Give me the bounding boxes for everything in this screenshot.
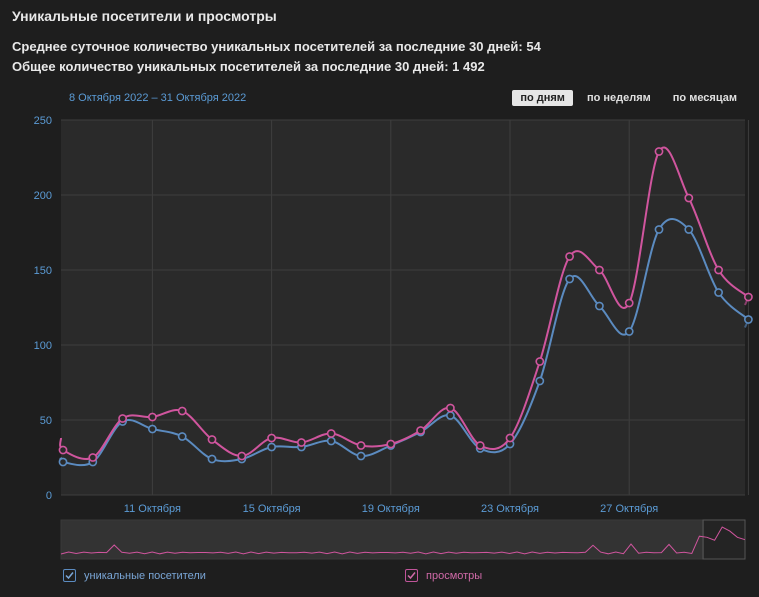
data-point-visitors[interactable] [207, 454, 217, 464]
data-point-views[interactable] [684, 193, 694, 203]
data-point-visitors[interactable] [326, 436, 336, 446]
period-days-button[interactable]: по дням [512, 90, 573, 106]
data-point-views[interactable] [714, 265, 723, 275]
data-point-views[interactable] [326, 429, 336, 438]
data-point-views[interactable] [177, 406, 187, 416]
data-point-views[interactable] [356, 441, 366, 450]
y-tick-label: 100 [34, 340, 52, 352]
legend-label-views: просмотры [426, 569, 483, 582]
avg-daily-visitors-stat: Среднее суточное количество уникальных п… [12, 39, 541, 54]
data-point-views[interactable] [147, 412, 157, 422]
data-point-visitors[interactable] [654, 225, 664, 234]
data-point-views[interactable] [624, 298, 634, 308]
data-point-views[interactable] [654, 147, 664, 156]
checkbox-checked-icon[interactable] [63, 569, 76, 582]
data-point-visitors[interactable] [147, 424, 157, 434]
data-point-visitors[interactable] [177, 432, 187, 441]
checkbox-checked-icon[interactable] [405, 569, 418, 582]
data-point-views[interactable] [416, 426, 425, 435]
period-weeks-button[interactable]: по неделям [586, 92, 651, 104]
data-point-views[interactable] [296, 438, 306, 447]
data-point-visitors[interactable] [714, 288, 723, 297]
y-tick-label: 200 [34, 190, 52, 202]
total-visitors-stat: Общее количество уникальных посетителей … [12, 59, 485, 74]
x-tick-label: 19 Октября [362, 503, 420, 515]
line-chart: 0 50 100 150 200 250 11 Октября 15 Октября 19 Ок… [34, 115, 753, 560]
x-tick-label: 11 Октября [124, 503, 181, 515]
data-point-views[interactable] [237, 451, 247, 461]
data-point-visitors[interactable] [58, 457, 68, 467]
data-point-views[interactable] [565, 252, 574, 261]
navigator-sparkline [60, 526, 746, 555]
data-point-views[interactable] [58, 445, 68, 455]
page-title: Уникальные посетители и просмотры [12, 8, 277, 24]
legend-label-visitors: уникальные посетители [84, 569, 206, 582]
data-point-visitors[interactable] [624, 327, 634, 336]
data-point-visitors[interactable] [535, 376, 545, 386]
x-tick-label: 27 Октября [600, 503, 658, 515]
period-months-button[interactable]: по месяцам [672, 92, 737, 104]
data-point-views[interactable] [595, 265, 604, 275]
legend-item-views[interactable]: просмотры [405, 569, 482, 582]
series-line-views [59, 146, 750, 460]
plot-area [61, 120, 745, 495]
data-point-views[interactable] [505, 433, 515, 443]
x-tick-label: 15 Октября [243, 503, 301, 515]
data-point-visitors[interactable] [744, 315, 753, 324]
data-point-views[interactable] [445, 403, 455, 413]
data-point-visitors[interactable] [267, 442, 276, 452]
data-point-views[interactable] [88, 453, 98, 462]
data-point-visitors[interactable] [595, 301, 604, 311]
data-point-views[interactable] [475, 441, 485, 450]
y-tick-label: 0 [46, 490, 52, 502]
data-point-views[interactable] [386, 439, 396, 449]
data-point-visitors[interactable] [684, 225, 694, 234]
data-point-views[interactable] [267, 433, 276, 443]
data-point-visitors[interactable] [565, 274, 574, 284]
x-tick-label: 23 Октября [481, 503, 539, 515]
date-range-label[interactable]: 8 Октября 2022 – 31 Октября 2022 [69, 92, 247, 104]
data-point-views[interactable] [535, 357, 545, 366]
data-point-views[interactable] [118, 414, 127, 423]
data-point-views[interactable] [744, 292, 753, 302]
data-point-views[interactable] [207, 435, 217, 444]
data-point-visitors[interactable] [445, 411, 455, 420]
legend-item-visitors[interactable]: уникальные посетители [63, 569, 206, 582]
y-tick-label: 50 [40, 415, 52, 427]
y-tick-label: 150 [34, 265, 52, 277]
data-point-visitors[interactable] [356, 451, 366, 461]
y-tick-label: 250 [34, 115, 52, 127]
period-switcher: по дням по неделям по месяцам [512, 90, 745, 106]
